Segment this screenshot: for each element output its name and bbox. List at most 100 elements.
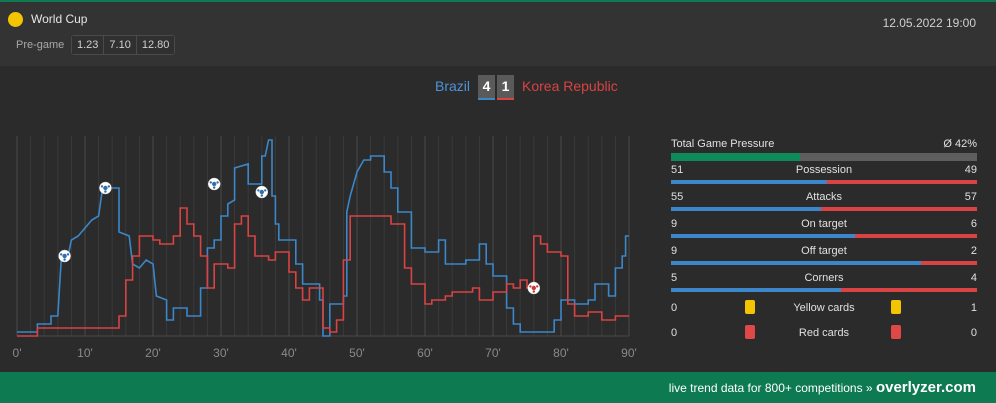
goal-markers [58,177,541,295]
goal-marker-away [527,281,541,295]
pressure-row: Total Game Pressure Ø 42% [671,137,977,163]
stat-row: 9 On target 6 [671,217,977,244]
stat-label: Attacks [805,191,843,203]
stats-panel: Total Game Pressure Ø 42% 51 Possession 49… [671,137,977,348]
x-axis-ticks: 0' 10' 20' 30' 40' 50' 60' 70' 80' 90' [13,346,637,360]
stat-label: Possession [795,164,853,176]
x-tick-label: 90' [621,346,637,360]
stat-bar-away [821,207,977,211]
trophy-icon [8,12,23,27]
red-card-icon [891,325,901,339]
odd-home[interactable]: 1.23 [72,36,105,54]
x-tick-label: 0' [13,346,22,360]
stat-bar-away [854,234,977,238]
stat-bar [671,261,977,265]
football-icon-patch [216,181,219,184]
stat-away-value: 6 [970,218,977,230]
pregame-label: Pre-game [16,39,65,51]
pressure-bar-rest [799,153,977,161]
stat-row: 55 Attacks 57 [671,190,977,217]
chart-series [17,139,629,337]
stat-bar [671,180,977,184]
odd-away[interactable]: 12.80 [136,36,175,54]
pregame-odds: 1.23 7.10 12.80 [71,35,176,55]
away-score: 1 [497,75,514,100]
yellow-cards-row: 0 Yellow cards 1 [671,298,977,323]
red-cards-home: 0 [671,327,678,339]
match-header: World Cup 12.05.2022 19:00 Pre-game 1.23… [0,2,996,66]
stat-home-value: 51 [671,164,684,176]
stat-label: Off target [801,245,847,257]
stat-bar-away [921,261,977,265]
red-cards-label: Red cards [798,327,850,339]
x-tick-label: 30' [213,346,229,360]
yellow-card-icon [891,300,901,314]
stat-label: Corners [804,272,844,284]
stat-bar-home [671,234,855,238]
match-datetime: 12.05.2022 19:00 [882,16,976,30]
competition-name[interactable]: World Cup [31,12,88,26]
series-line-away [17,207,629,337]
stat-bar-away [827,180,977,184]
top-accent-line [0,0,996,2]
football-icon-patch [103,185,108,191]
scoreline: Brazil 4 1 Korea Republic [0,75,996,100]
football-icon-patch [100,185,104,188]
stat-home-value: 9 [671,245,678,257]
stat-away-value: 57 [964,191,977,203]
football-icon-patch [62,253,67,259]
stat-bar-home [671,180,828,184]
pressure-bar [671,153,977,161]
yellow-card-icon [745,300,755,314]
stat-bar [671,234,977,238]
odd-draw[interactable]: 7.10 [104,36,137,54]
pressure-bar-fill [671,153,800,161]
footer-banner[interactable]: live trend data for 800+ competitions » … [0,372,996,403]
pressure-trend-chart: 0' 10' 20' 30' 40' 50' 60' 70' 80' 90' [13,136,637,360]
footer-brand-logo[interactable]: overlyzer.com [875,379,976,396]
stat-bar-away [841,288,977,292]
football-icon-patch [260,194,263,197]
stat-row: 51 Possession 49 [671,163,977,190]
stat-bar-home [671,261,922,265]
red-cards-row: 0 Red cards 0 [671,323,977,348]
goal-marker-home [58,249,71,263]
stat-bar-home [671,288,841,292]
goal-marker-home [255,185,269,199]
football-icon-patch [259,189,264,195]
stat-home-value: 5 [671,272,678,284]
footer-text[interactable]: live trend data for 800+ competitions » … [669,379,976,396]
footer-tagline: live trend data for 800+ competitions » [668,381,873,395]
stat-bar-home [671,207,822,211]
football-icon-patch [529,285,532,288]
red-card-icon [745,325,755,339]
home-score: 4 [478,75,495,100]
stat-bar [671,288,977,292]
stat-label: On target [801,218,847,230]
stat-away-value: 49 [964,164,977,176]
stat-home-value: 55 [671,191,684,203]
stat-home-value: 9 [671,218,678,230]
x-tick-label: 70' [485,346,501,360]
home-team-name: Brazil [434,78,470,94]
goal-marker-home [99,181,112,195]
x-tick-label: 60' [417,346,433,360]
football-icon-patch [60,253,63,256]
football-icon-patch [264,189,267,192]
football-icon-patch [532,290,535,293]
stat-row: 5 Corners 4 [671,271,977,298]
football-icon-patch [212,181,217,187]
yellow-cards-label: Yellow cards [793,302,855,314]
goal-marker-home [207,177,221,191]
yellow-cards-home: 0 [671,302,678,314]
pressure-value: Ø 42% [943,138,977,150]
red-cards-away: 0 [970,327,977,339]
x-tick-label: 20' [145,346,161,360]
football-icon-patch [107,185,111,188]
stat-away-value: 4 [970,272,977,284]
x-tick-label: 10' [77,346,93,360]
pressure-label: Total Game Pressure [671,138,775,150]
x-tick-label: 50' [349,346,365,360]
yellow-cards-away: 1 [970,302,977,314]
football-icon-patch [209,181,212,184]
